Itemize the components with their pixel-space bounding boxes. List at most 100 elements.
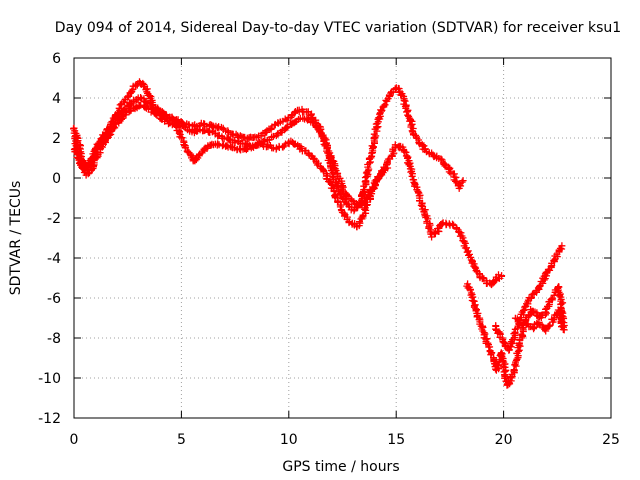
marker-segment — [514, 328, 527, 354]
marker-segment — [79, 163, 90, 174]
marker-segment — [135, 101, 149, 111]
chart-title: Day 094 of 2014, Sidereal Day-to-day VTE… — [55, 20, 621, 36]
marker-segment — [413, 133, 426, 149]
y-tick-label: -2 — [47, 211, 61, 227]
marker-segment — [87, 147, 98, 165]
marker-segment — [272, 142, 287, 153]
x-tick-label: 15 — [387, 432, 405, 448]
marker-segment — [137, 94, 149, 105]
marker-segment — [500, 339, 511, 352]
marker-segment — [251, 138, 266, 150]
marker-segment — [287, 137, 299, 148]
x-tick-label: 5 — [177, 432, 186, 448]
marker-segment — [224, 135, 239, 147]
marker-segment — [511, 314, 523, 328]
marker-segment — [277, 124, 291, 136]
marker-segment — [73, 150, 85, 168]
marker-segment — [455, 177, 467, 192]
marker-segment — [555, 242, 566, 254]
marker-segment — [467, 291, 479, 311]
marker-segment — [437, 155, 450, 170]
marker-segment — [280, 138, 293, 150]
marker-segment — [533, 279, 547, 294]
marker-segment — [480, 330, 493, 351]
marker-segment — [71, 133, 82, 156]
marker-segment — [196, 144, 211, 158]
marker-segment — [456, 229, 470, 252]
marker-segment — [402, 152, 416, 173]
marker-segment — [472, 305, 484, 324]
marker-segment — [341, 211, 353, 227]
y-tick-label: -12 — [38, 411, 61, 427]
y-tick-label: 2 — [52, 131, 61, 147]
marker-segment — [329, 174, 344, 197]
marker-segment — [377, 96, 391, 115]
marker-segment — [333, 171, 347, 195]
marker-segment — [522, 317, 532, 328]
marker-segment — [489, 273, 503, 287]
marker-segment — [267, 119, 282, 133]
series-track-6 — [511, 306, 568, 335]
marker-segment — [364, 145, 377, 173]
marker-segment — [398, 91, 410, 112]
marker-segment — [327, 181, 342, 205]
marker-segment — [180, 138, 195, 158]
plot-frame — [73, 57, 612, 419]
x-axis-label: GPS time / hours — [282, 459, 399, 475]
marker-segment — [525, 323, 536, 331]
marker-segment — [495, 271, 506, 280]
y-tick-label: -10 — [38, 371, 61, 387]
y-axis-label: SDTVAR / TECUs — [8, 181, 24, 296]
y-tick-label: 6 — [52, 51, 61, 67]
marker-segment — [554, 306, 568, 334]
marker-segment — [110, 112, 125, 127]
marker-segment — [173, 123, 188, 145]
marker-segment — [378, 164, 392, 176]
marker-segment — [360, 188, 373, 207]
y-tick-label: 4 — [52, 91, 61, 107]
marker-segment — [420, 206, 432, 227]
series-track-4 — [463, 280, 568, 389]
marker-segment — [527, 306, 539, 316]
marker-segment — [403, 106, 416, 125]
marker-segment — [237, 145, 252, 154]
marker-segment — [174, 118, 188, 131]
marker-segment — [149, 104, 163, 117]
y-tick-label: 0 — [52, 171, 61, 187]
marker-segment — [224, 127, 240, 139]
marker-segment — [157, 110, 172, 122]
marker-segment — [268, 130, 282, 141]
x-tick-label: 10 — [280, 432, 298, 448]
axis-tick-labels: 0 5 10 15 20 25 -12 -10 -8 -6 -4 -2 0 2 4 6 — [38, 51, 620, 448]
marker-segment — [463, 247, 478, 268]
marker-segment — [341, 189, 355, 203]
marker-segment — [372, 109, 384, 131]
marker-segment — [384, 88, 397, 103]
marker-segment — [554, 283, 565, 305]
marker-segment — [419, 142, 430, 156]
x-tick-label: 25 — [602, 432, 620, 448]
marker-segment — [142, 86, 157, 109]
marker-segment — [310, 155, 327, 173]
marker-segment — [298, 105, 312, 116]
marker-segment — [510, 348, 522, 375]
y-tick-label: -8 — [47, 331, 61, 347]
marker-segment — [319, 166, 335, 188]
series-track-3 — [71, 94, 392, 209]
marker-segment — [259, 136, 273, 146]
x-tick-label: 20 — [495, 432, 513, 448]
marker-segment — [428, 228, 439, 241]
marker-segment — [368, 123, 381, 151]
y-tick-label: -6 — [47, 291, 61, 307]
marker-segment — [211, 140, 228, 150]
series-track-5 — [492, 242, 566, 354]
y-tick-label: -4 — [47, 251, 61, 267]
marker-segment — [250, 131, 265, 142]
marker-segment — [407, 120, 420, 139]
marker-segment — [521, 298, 532, 311]
marker-segment — [116, 93, 131, 109]
marker-segment — [360, 167, 372, 194]
x-tick-label: 0 — [70, 432, 79, 448]
marker-segment — [496, 329, 507, 346]
